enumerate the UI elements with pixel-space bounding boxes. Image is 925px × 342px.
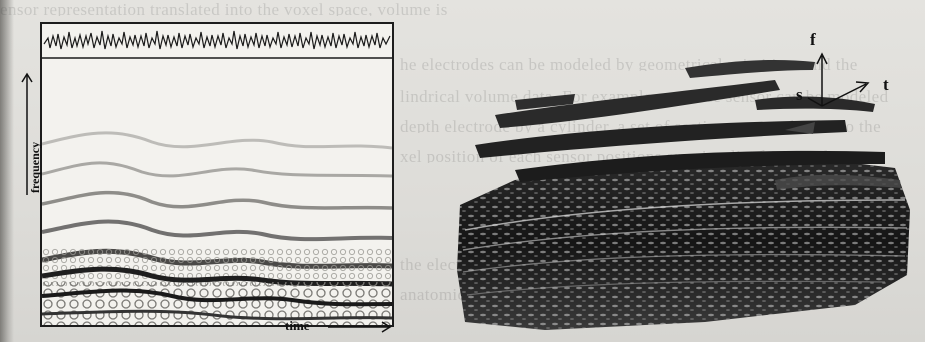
frequency-axis-label: frequency bbox=[28, 141, 42, 193]
axis-t-label: t bbox=[883, 75, 889, 94]
time-axis-arrow bbox=[328, 321, 392, 333]
page-binding-shadow bbox=[0, 0, 14, 342]
show-through-text: ensor representation translated into the… bbox=[0, 0, 448, 16]
volume-rendering bbox=[457, 60, 910, 330]
spectrogram-panel bbox=[40, 22, 394, 327]
spectrogram-image bbox=[41, 30, 393, 325]
3d-axes-glyph bbox=[807, 52, 870, 107]
time-axis-label: time bbox=[285, 318, 310, 333]
axis-s-label: s bbox=[796, 85, 803, 104]
frequency-axis-arrow bbox=[21, 72, 33, 195]
waveform-trace bbox=[43, 30, 391, 50]
axis-f-label: f bbox=[810, 30, 816, 49]
